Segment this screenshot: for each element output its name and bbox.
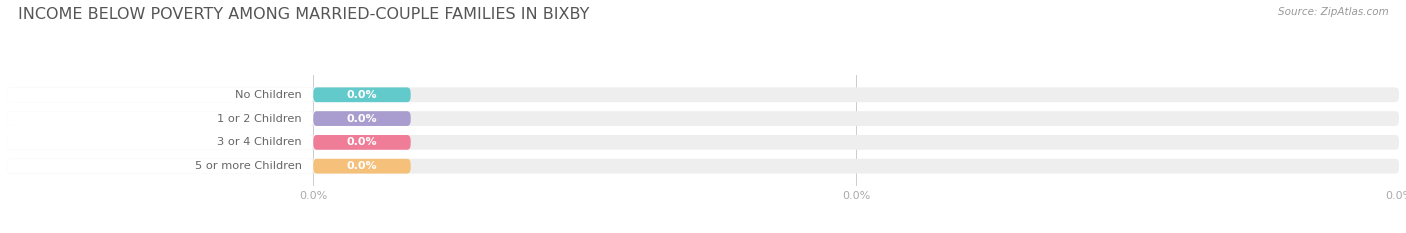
Text: 5 or more Children: 5 or more Children [195,161,302,171]
FancyBboxPatch shape [7,87,314,102]
Text: 0.0%: 0.0% [347,161,377,171]
Text: 3 or 4 Children: 3 or 4 Children [218,137,302,147]
FancyBboxPatch shape [7,135,1399,150]
FancyBboxPatch shape [314,159,411,174]
FancyBboxPatch shape [314,135,411,150]
FancyBboxPatch shape [7,159,1399,174]
Text: 0.0%: 0.0% [347,90,377,100]
FancyBboxPatch shape [7,159,314,174]
FancyBboxPatch shape [314,111,411,126]
FancyBboxPatch shape [7,111,314,126]
FancyBboxPatch shape [314,87,411,102]
Text: 0.0%: 0.0% [347,137,377,147]
FancyBboxPatch shape [7,87,1399,102]
Text: Source: ZipAtlas.com: Source: ZipAtlas.com [1278,7,1389,17]
FancyBboxPatch shape [7,135,314,150]
Text: 1 or 2 Children: 1 or 2 Children [218,113,302,123]
Text: No Children: No Children [235,90,302,100]
Text: 0.0%: 0.0% [347,113,377,123]
FancyBboxPatch shape [7,111,1399,126]
Text: INCOME BELOW POVERTY AMONG MARRIED-COUPLE FAMILIES IN BIXBY: INCOME BELOW POVERTY AMONG MARRIED-COUPL… [18,7,589,22]
